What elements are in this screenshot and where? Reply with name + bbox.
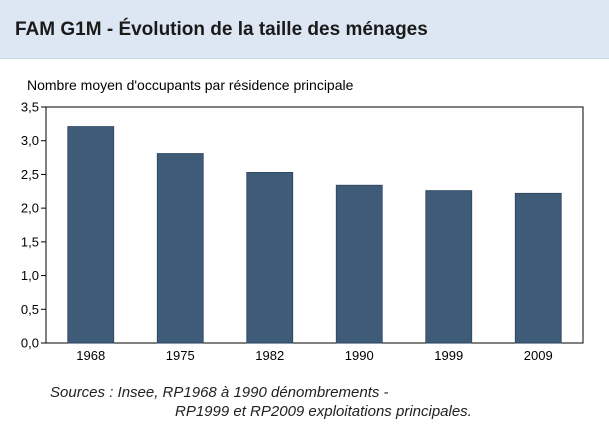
x-tick-label: 1990	[345, 348, 374, 363]
bar-1990	[335, 184, 383, 344]
y-tick-label: 0,5	[21, 302, 39, 317]
y-tick-label: 1,0	[21, 268, 39, 283]
bar-1968	[67, 126, 115, 344]
bar-2009	[514, 192, 562, 344]
y-axis-label: Nombre moyen d'occupants par résidence p…	[27, 77, 354, 93]
title-bar: FAM G1M - Évolution de la taille des mén…	[0, 0, 609, 59]
source-line-1: Sources : Insee, RP1968 à 1990 dénombrem…	[50, 384, 389, 401]
x-tick-label: 2009	[524, 348, 553, 363]
y-tick-label: 1,5	[21, 234, 39, 249]
bar-1982	[246, 172, 294, 344]
x-tick-label: 1982	[255, 348, 284, 363]
chart-title: FAM G1M - Évolution de la taille des mén…	[15, 19, 428, 40]
y-tick-label: 0,0	[21, 336, 39, 351]
bar-1999	[425, 190, 473, 344]
bar-1975	[156, 153, 204, 344]
y-tick-label: 2,5	[21, 167, 39, 182]
x-tick-label: 1975	[166, 348, 195, 363]
y-tick-label: 3,0	[21, 133, 39, 148]
source-line-2: RP1999 et RP2009 exploitations principal…	[175, 403, 472, 420]
x-tick-label: 1999	[434, 348, 463, 363]
y-tick-label: 2,0	[21, 201, 39, 216]
y-tick-label: 3,5	[21, 100, 39, 115]
plot-frame	[45, 106, 584, 344]
x-tick-label: 1968	[76, 348, 105, 363]
